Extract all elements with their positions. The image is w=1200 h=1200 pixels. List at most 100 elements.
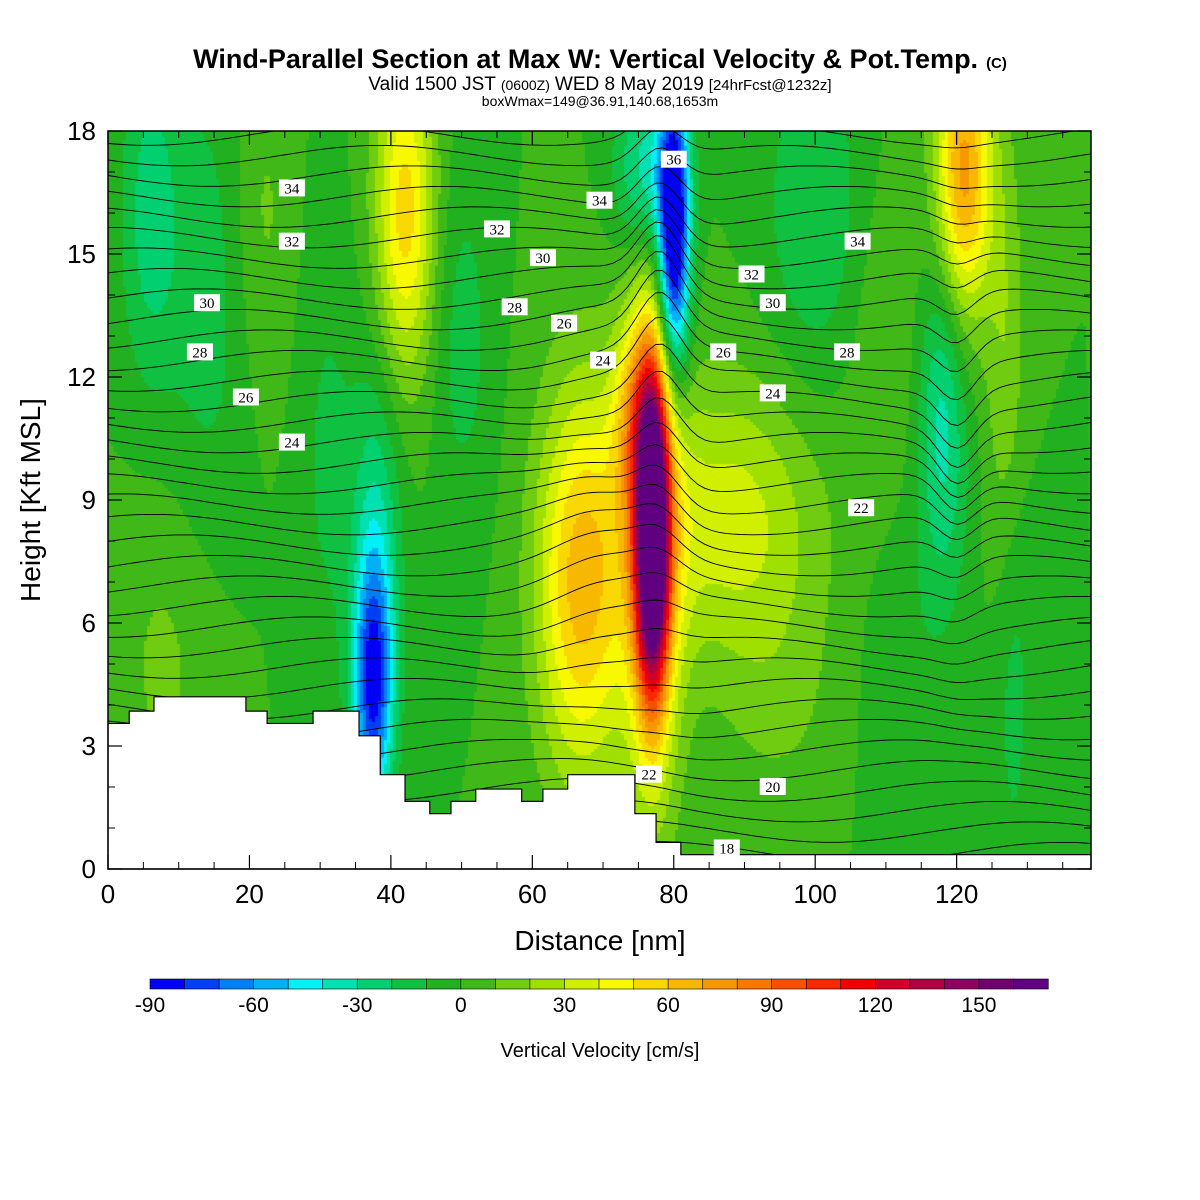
isentrope-label: 30 bbox=[529, 249, 556, 267]
isentrope-label: 26 bbox=[232, 388, 259, 407]
colorbar-swatch bbox=[322, 978, 358, 990]
colorbar-swatch bbox=[736, 978, 773, 990]
colorbar-tick-label: -60 bbox=[238, 994, 268, 1017]
y-tick-label: 9 bbox=[82, 485, 96, 515]
isentrope-line bbox=[108, 371, 1091, 469]
colorbar-swatch bbox=[702, 978, 738, 990]
isentrope-label: 24 bbox=[590, 351, 617, 370]
colorbar-tick-label: 150 bbox=[961, 994, 996, 1017]
isentrope-line bbox=[108, 421, 1091, 499]
isentrope-label-text: 32 bbox=[284, 235, 299, 251]
colorbar-swatch bbox=[840, 978, 876, 990]
isentrope-label-text: 28 bbox=[840, 345, 855, 361]
isentrope-label: 28 bbox=[501, 298, 528, 316]
isentrope-label: 36 bbox=[660, 150, 687, 169]
isentrope-label: 30 bbox=[194, 294, 221, 312]
y-tick-label: 6 bbox=[82, 608, 96, 638]
isentrope-label-text: 24 bbox=[284, 436, 300, 452]
isentrope-line bbox=[108, 251, 1091, 344]
isentrope-line bbox=[108, 270, 1091, 373]
colorbar-label: Vertical Velocity [cm/s] bbox=[501, 1040, 700, 1062]
isentrope-line bbox=[108, 464, 1091, 525]
colorbar-swatch bbox=[460, 978, 496, 990]
isentrope-line bbox=[108, 656, 1091, 684]
isentrope-line bbox=[108, 503, 1091, 558]
colorbar-tick-label: 0 bbox=[455, 994, 467, 1017]
chart-subtitle-box-wmax: boxWmax=149@36.91,140.68,1653m bbox=[482, 93, 718, 109]
isentrope-label: 24 bbox=[278, 433, 305, 452]
minor-ticks bbox=[108, 131, 1091, 869]
colorbar-swatch bbox=[909, 978, 945, 990]
title-mark: (C) bbox=[986, 55, 1007, 72]
isentrope-label-text: 36 bbox=[666, 153, 682, 169]
colorbar-swatch bbox=[771, 978, 807, 990]
subtitle-date: WED 8 May 2019 bbox=[555, 74, 704, 95]
isentrope-label-text: 26 bbox=[238, 391, 254, 407]
isentrope-label-text: 34 bbox=[850, 235, 866, 251]
colorbar-swatch bbox=[356, 978, 393, 990]
y-tick-label: 18 bbox=[67, 116, 96, 146]
isentrope-label: 34 bbox=[586, 191, 613, 210]
isentrope-label: 32 bbox=[738, 265, 765, 284]
isentrope-label-text: 30 bbox=[200, 296, 215, 312]
isentrope-line bbox=[108, 677, 1091, 701]
x-tick-label: 120 bbox=[935, 879, 978, 909]
isentrope-line bbox=[108, 235, 1091, 315]
isentrope-label-text: 26 bbox=[716, 345, 732, 361]
x-tick-label: 40 bbox=[376, 879, 405, 909]
isentrope-line bbox=[108, 628, 1091, 665]
colorbar-swatch bbox=[218, 978, 255, 990]
isentrope-label-text: 34 bbox=[284, 181, 300, 197]
isentrope-label: 26 bbox=[710, 343, 737, 361]
x-axis: 0 20 40 60 80 100 120 bbox=[101, 131, 978, 909]
chart-header: Wind-Parallel Section at Max W: Vertical… bbox=[193, 44, 1007, 109]
isentrope-line bbox=[108, 316, 1091, 427]
isentrope-label: 32 bbox=[278, 232, 305, 251]
colorbar-swatch bbox=[426, 978, 462, 990]
plot-area: 34 32 30 28 26 24 32 30 28 26 24 34 36 34 32 30 28 26 24 22… bbox=[107, 111, 1092, 870]
x-tick-label: 60 bbox=[518, 879, 547, 909]
isentrope-label-text: 28 bbox=[507, 300, 522, 316]
isentrope-line bbox=[108, 523, 1091, 578]
potential-temperature-labels: 34 32 30 28 26 24 32 30 28 26 24 34 36 34 32 30 28 26 24 22… bbox=[186, 150, 875, 858]
isentrope-label: 28 bbox=[834, 343, 861, 361]
isentrope-line bbox=[108, 444, 1091, 512]
isentrope-label-text: 18 bbox=[719, 842, 734, 858]
colorbar-swatch bbox=[667, 978, 704, 990]
colorbar-swatch bbox=[598, 978, 635, 990]
x-tick-label: 80 bbox=[659, 879, 688, 909]
colorbar-swatch bbox=[1013, 978, 1049, 990]
isentrope-label-text: 34 bbox=[592, 194, 608, 210]
isentrope-line bbox=[108, 292, 1091, 401]
isentrope-label: 32 bbox=[483, 220, 510, 238]
subtitle-valid: Valid 1500 JST bbox=[368, 74, 496, 95]
colorbar-swatch bbox=[495, 978, 531, 990]
isentrope-line bbox=[108, 221, 1091, 290]
isentrope-label: 34 bbox=[278, 179, 305, 197]
isentrope-label-text: 32 bbox=[489, 222, 504, 238]
isentrope-label-text: 30 bbox=[765, 296, 780, 312]
isentrope-label-text: 26 bbox=[557, 317, 573, 333]
chart-title: Wind-Parallel Section at Max W: Vertical… bbox=[193, 44, 1007, 74]
colorbar-tick-label: -90 bbox=[135, 994, 165, 1017]
isentrope-label: 22 bbox=[848, 499, 875, 517]
colorbar-swatch bbox=[529, 978, 566, 990]
colorbar-swatch bbox=[633, 978, 669, 990]
isentrope-label: 28 bbox=[186, 343, 213, 361]
isentrope-label: 22 bbox=[636, 765, 663, 784]
colorbar-swatch bbox=[875, 978, 911, 990]
subtitle-utc: (0600Z) bbox=[501, 77, 550, 93]
x-axis-label: Distance [nm] bbox=[514, 925, 685, 956]
isentrope-line bbox=[108, 572, 1091, 623]
colorbar-swatch bbox=[978, 978, 1015, 990]
terrain-mask bbox=[107, 696, 1092, 870]
isentrope-label: 18 bbox=[713, 839, 740, 858]
isentrope-line bbox=[108, 111, 1091, 126]
isentrope-label: 34 bbox=[844, 232, 871, 251]
isentrope-label-text: 24 bbox=[596, 354, 612, 370]
colorbar-tick-label: 60 bbox=[656, 994, 679, 1017]
x-tick-label: 20 bbox=[235, 879, 264, 909]
colorbar-swatch bbox=[805, 978, 842, 990]
